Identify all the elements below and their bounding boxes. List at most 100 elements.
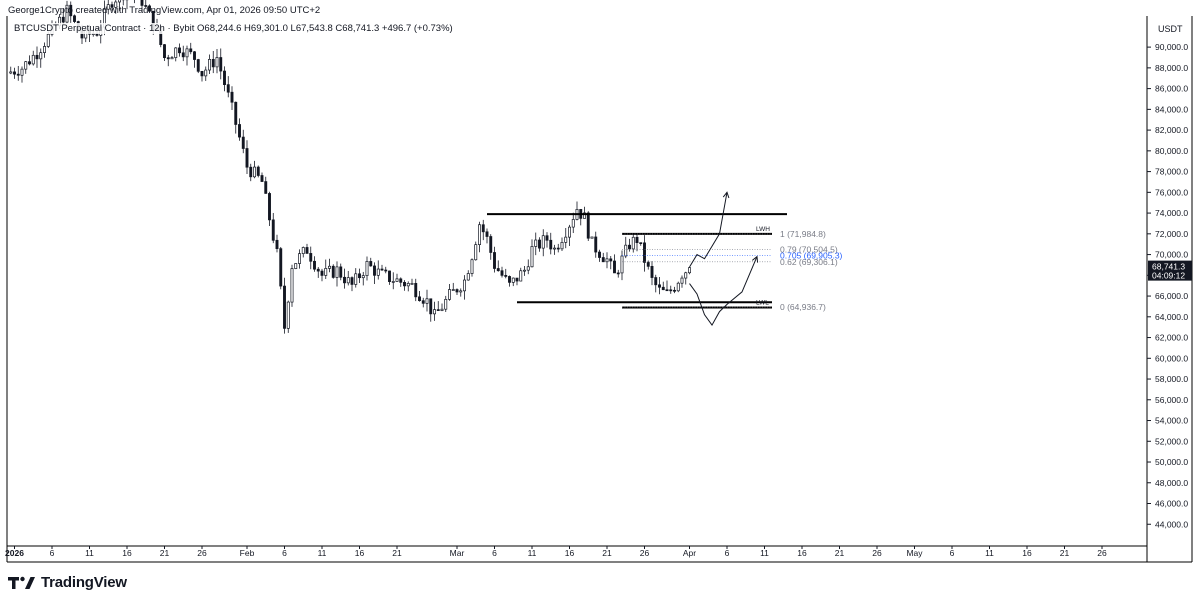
candle-up	[39, 52, 43, 60]
candle-up	[118, 0, 121, 3]
projection-alt-path[interactable]	[689, 256, 758, 327]
candle-up	[451, 289, 455, 291]
currency-label: USDT	[1158, 24, 1183, 34]
candle-up	[290, 268, 294, 303]
time-tick-label: 11	[528, 548, 537, 558]
candle-down	[238, 124, 241, 138]
price-tick-label: 84,000.0	[1155, 104, 1188, 114]
candle-down	[421, 300, 425, 304]
candle-down	[538, 239, 541, 249]
time-tick-label: 26	[640, 548, 650, 558]
candle-down	[646, 262, 650, 267]
time-tick-label: 21	[160, 548, 170, 558]
drawings[interactable]: LWH LWL 1 (71,984.8) 0.79 (70,504.5)0.705 (…	[487, 191, 843, 327]
candle-down	[271, 219, 275, 241]
candle-down	[369, 261, 373, 267]
candle-down	[13, 71, 16, 75]
candle-up	[680, 277, 684, 284]
lwh-label: LWH	[756, 226, 770, 233]
last-price-label: 68,741.3	[1152, 262, 1185, 272]
time-tick-label: 6	[492, 548, 497, 558]
candle-up	[170, 57, 174, 60]
candle-down	[339, 266, 343, 278]
candle-down	[586, 212, 590, 239]
candle-up	[335, 266, 339, 278]
time-tick-label: 11	[318, 548, 327, 558]
candle-down	[350, 277, 354, 285]
candle-down	[211, 59, 215, 68]
projection-alt-arrowhead	[751, 255, 759, 263]
candle-down	[414, 282, 418, 298]
candle-down	[429, 298, 433, 315]
price-tick-label: 70,000.0	[1155, 250, 1188, 260]
candle-down	[485, 231, 489, 237]
candle-down	[249, 166, 253, 178]
time-tick-label: 16	[355, 548, 365, 558]
tradingview-logo[interactable]: TradingView	[8, 572, 127, 592]
candle-up	[590, 236, 594, 239]
candle-up	[466, 273, 470, 281]
time-tick-label: 6	[725, 548, 730, 558]
candle-down	[219, 57, 223, 72]
time-tick-label: 6	[950, 548, 955, 558]
candle-up	[448, 289, 451, 300]
candle-down	[669, 289, 673, 292]
ohlc-values: O68,244.6 H69,301.0 L67,543.8 C68,741.3 …	[197, 23, 453, 34]
candle-down	[436, 309, 440, 311]
last-price-tag[interactable]	[1148, 260, 1192, 281]
candle-up	[568, 226, 571, 238]
candle-up	[114, 1, 118, 8]
candle-down	[256, 166, 260, 176]
candle-down	[500, 270, 504, 276]
candle-up	[298, 253, 301, 264]
time-tick-label: 11	[85, 548, 94, 558]
time-axis[interactable]: 2026 6 11 16 21 26 Feb 6 11 16 21 Mar 6 11 16 21 26 Apr 6 1…	[5, 546, 1107, 558]
price-axis[interactable]: USDT 44,000.0 46,000.0 48,000.0 50,000.0 52,0…	[1147, 24, 1192, 529]
time-tick-label: 11	[985, 548, 994, 558]
candle-down	[313, 260, 316, 270]
candle-up	[46, 33, 50, 47]
candle-down	[508, 276, 511, 283]
candle-up	[9, 71, 13, 74]
candle-down	[373, 265, 376, 276]
candle-down	[226, 84, 230, 93]
candle-down	[515, 277, 519, 282]
candle-down	[316, 268, 320, 272]
candle-down	[418, 296, 421, 302]
candle-down	[140, 0, 144, 6]
fib-level-label: 0 (64,936.7)	[780, 302, 826, 312]
candle-down	[598, 251, 601, 258]
candle-down	[28, 61, 31, 65]
candle-down	[61, 16, 65, 23]
price-tick-label: 46,000.0	[1155, 499, 1188, 509]
candle-up	[365, 261, 369, 276]
candle-down	[166, 57, 170, 60]
candle-up	[688, 267, 691, 274]
price-tick-label: 80,000.0	[1155, 146, 1188, 156]
candle-down	[279, 248, 283, 287]
candle-up	[440, 308, 444, 311]
candle-down	[200, 70, 204, 77]
fib-level-label: 0.705 (69,905.3)	[780, 251, 843, 261]
candle-up	[444, 299, 448, 310]
time-tick-label: May	[906, 548, 923, 558]
time-tick-label: Apr	[683, 548, 696, 558]
candle-up	[620, 255, 624, 274]
projection-up-path[interactable]	[689, 192, 728, 268]
candle-up	[106, 4, 110, 10]
price-tick-label: 62,000.0	[1155, 333, 1188, 343]
candle-up	[361, 275, 365, 279]
candle-down	[658, 284, 661, 288]
candle-down	[343, 276, 346, 284]
candle-down	[388, 270, 391, 282]
candle-down	[545, 235, 549, 241]
candle-down	[16, 73, 20, 76]
candle-down	[654, 277, 658, 286]
candle-down	[110, 4, 114, 8]
candle-up	[470, 259, 474, 274]
candle-up	[519, 270, 523, 282]
candle-down	[384, 269, 388, 272]
candle-down	[504, 275, 508, 277]
